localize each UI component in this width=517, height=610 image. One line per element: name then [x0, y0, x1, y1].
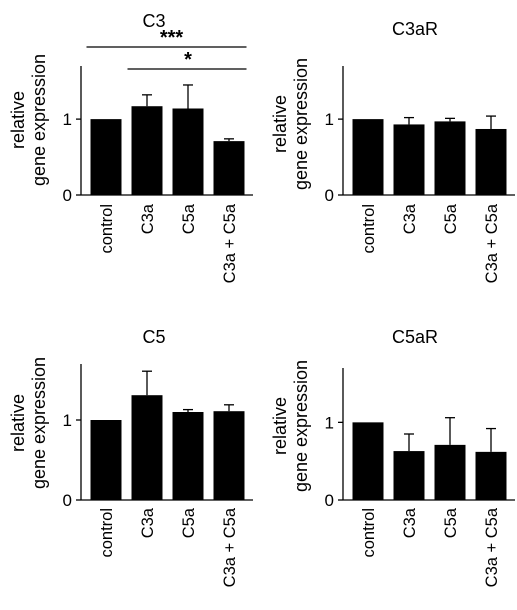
x-category-label: control	[360, 508, 378, 558]
x-category-label: C3a + C5a	[483, 203, 501, 283]
bar	[172, 108, 204, 195]
chart-panel: C3 relativegene expression 0 1 control C3a C5a…	[8, 11, 253, 283]
y-axis-label: relativegene expression	[8, 357, 49, 489]
y-tick-label: 1	[63, 110, 72, 129]
x-category-label: C3a + C5a	[483, 507, 501, 587]
x-category-label: C3a + C5a	[221, 507, 239, 587]
y-axis-label-line: gene expression	[29, 357, 49, 489]
bar	[434, 444, 466, 500]
y-axis-label-line: relative	[270, 397, 290, 455]
bar	[434, 121, 466, 195]
chart-panel: C5 relativegene expression 0 1 control C3a C5a…	[8, 327, 253, 587]
chart-panel: C5aR relativegene expression 0 1 control C3a C…	[270, 327, 515, 587]
y-axis-label-line: relative	[270, 95, 290, 153]
x-category-label: control	[98, 204, 116, 254]
bar	[172, 412, 204, 500]
x-category-label: control	[360, 204, 378, 254]
significance-label: ***	[160, 27, 184, 49]
y-tick-label: 0	[63, 186, 72, 205]
x-category-label: C3a	[139, 507, 157, 538]
y-axis-label: relativegene expression	[270, 58, 311, 190]
y-axis-label-line: gene expression	[29, 54, 49, 186]
y-axis-label-line: gene expression	[291, 360, 311, 492]
y-axis-label: relativegene expression	[8, 54, 49, 186]
chart-title: C5aR	[392, 327, 438, 347]
y-tick-label: 0	[325, 491, 334, 510]
y-tick-label: 1	[325, 413, 334, 432]
chart-panel: C3aR relativegene expression 0 1 control C3a C…	[270, 19, 515, 283]
x-category-label: C3a + C5a	[221, 203, 239, 283]
y-tick-label: 0	[325, 186, 334, 205]
y-tick-label: 1	[325, 110, 334, 129]
bar	[475, 128, 507, 195]
bar	[90, 119, 122, 195]
x-category-label: C3a	[401, 203, 419, 234]
y-axis-label-line: gene expression	[291, 58, 311, 190]
x-category-label: C5a	[180, 507, 198, 538]
chart-title: C5	[142, 327, 165, 347]
bar	[131, 395, 163, 500]
x-category-label: C5a	[442, 507, 460, 538]
bar	[213, 141, 245, 195]
y-tick-label: 0	[63, 491, 72, 510]
bar	[393, 451, 425, 500]
bar	[475, 451, 507, 500]
chart-title: C3	[142, 11, 165, 31]
chart-title: C3aR	[392, 19, 438, 39]
x-category-label: C3a	[139, 203, 157, 234]
x-category-label: C5a	[180, 203, 198, 234]
bar	[393, 124, 425, 195]
y-axis-label-line: relative	[8, 91, 28, 149]
bar	[131, 106, 163, 195]
bar	[90, 420, 122, 500]
x-category-label: C5a	[442, 203, 460, 234]
x-category-label: C3a	[401, 507, 419, 538]
y-tick-label: 1	[63, 411, 72, 430]
y-axis-label-line: relative	[8, 394, 28, 452]
y-axis-label: relativegene expression	[270, 360, 311, 492]
x-category-label: control	[98, 508, 116, 558]
significance-label: *	[184, 49, 192, 71]
bar	[213, 411, 245, 500]
bar	[352, 119, 384, 195]
bar	[352, 422, 384, 500]
